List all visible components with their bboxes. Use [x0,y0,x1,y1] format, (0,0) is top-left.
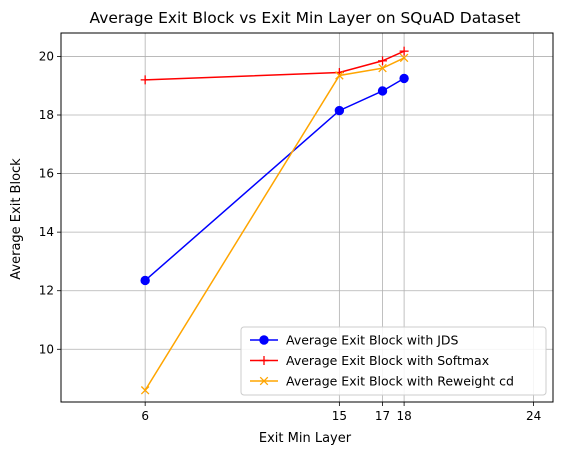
series-2 [140,46,409,85]
series-line [144,57,405,391]
data-point [399,46,409,56]
legend-item: Average Exit Block with Reweight cd [250,374,514,389]
legend-marker [259,335,269,345]
x-marker-b [140,386,150,395]
data-point [378,63,387,73]
legend-label: Average Exit Block with JDS [286,333,459,348]
legend-box [240,326,547,396]
y-axis-label: Average Exit Block [9,158,24,280]
x-tick-label: 24 [526,409,541,423]
x-marker-b [335,71,344,80]
data-point [399,73,409,84]
y-tick-label: 20 [39,49,54,63]
data-point [334,105,345,116]
plot-frame [60,32,554,403]
data-point [140,386,150,395]
series-line [145,50,405,81]
legend-label: Average Exit Block with Softmax [286,353,489,368]
data-point [140,275,150,286]
data-point [399,53,409,63]
series-layer [140,46,409,395]
y-tick-label: 12 [39,284,54,298]
data-point [335,71,344,80]
legend-marker [259,376,269,386]
chart-title: Average Exit Block vs Exit Min Layer on … [90,9,521,27]
x-marker-b [378,63,387,73]
legend-label: Average Exit Block with Reweight cd [286,374,514,389]
series-1 [140,73,409,286]
x-tick-label: 18 [396,409,411,423]
legend: Average Exit Block with JDS Average Exit … [240,326,547,396]
legend-marker [259,356,269,365]
x-tick-label: 17 [375,409,390,423]
y-tick-label: 14 [39,225,54,239]
data-point [140,75,150,85]
data-point [377,86,388,96]
x-tick-label: 6 [141,409,149,423]
series-line [144,77,405,282]
series-3 [140,53,409,395]
legend-item: Average Exit Block with Softmax [250,353,489,368]
y-tick-label: 16 [39,167,54,181]
ticks: 6 15 17 18 24 10 12 14 16 18 20 [39,49,542,423]
legend-item: Average Exit Block with JDS [250,333,459,348]
y-tick-label: 18 [39,108,54,122]
x-marker-b [399,53,409,63]
x-marker-b [259,376,269,386]
x-tick-label: 15 [332,409,347,423]
data-point [378,56,388,66]
y-tick-label: 10 [39,342,54,356]
x-axis-label: Exit Min Layer [259,431,352,446]
